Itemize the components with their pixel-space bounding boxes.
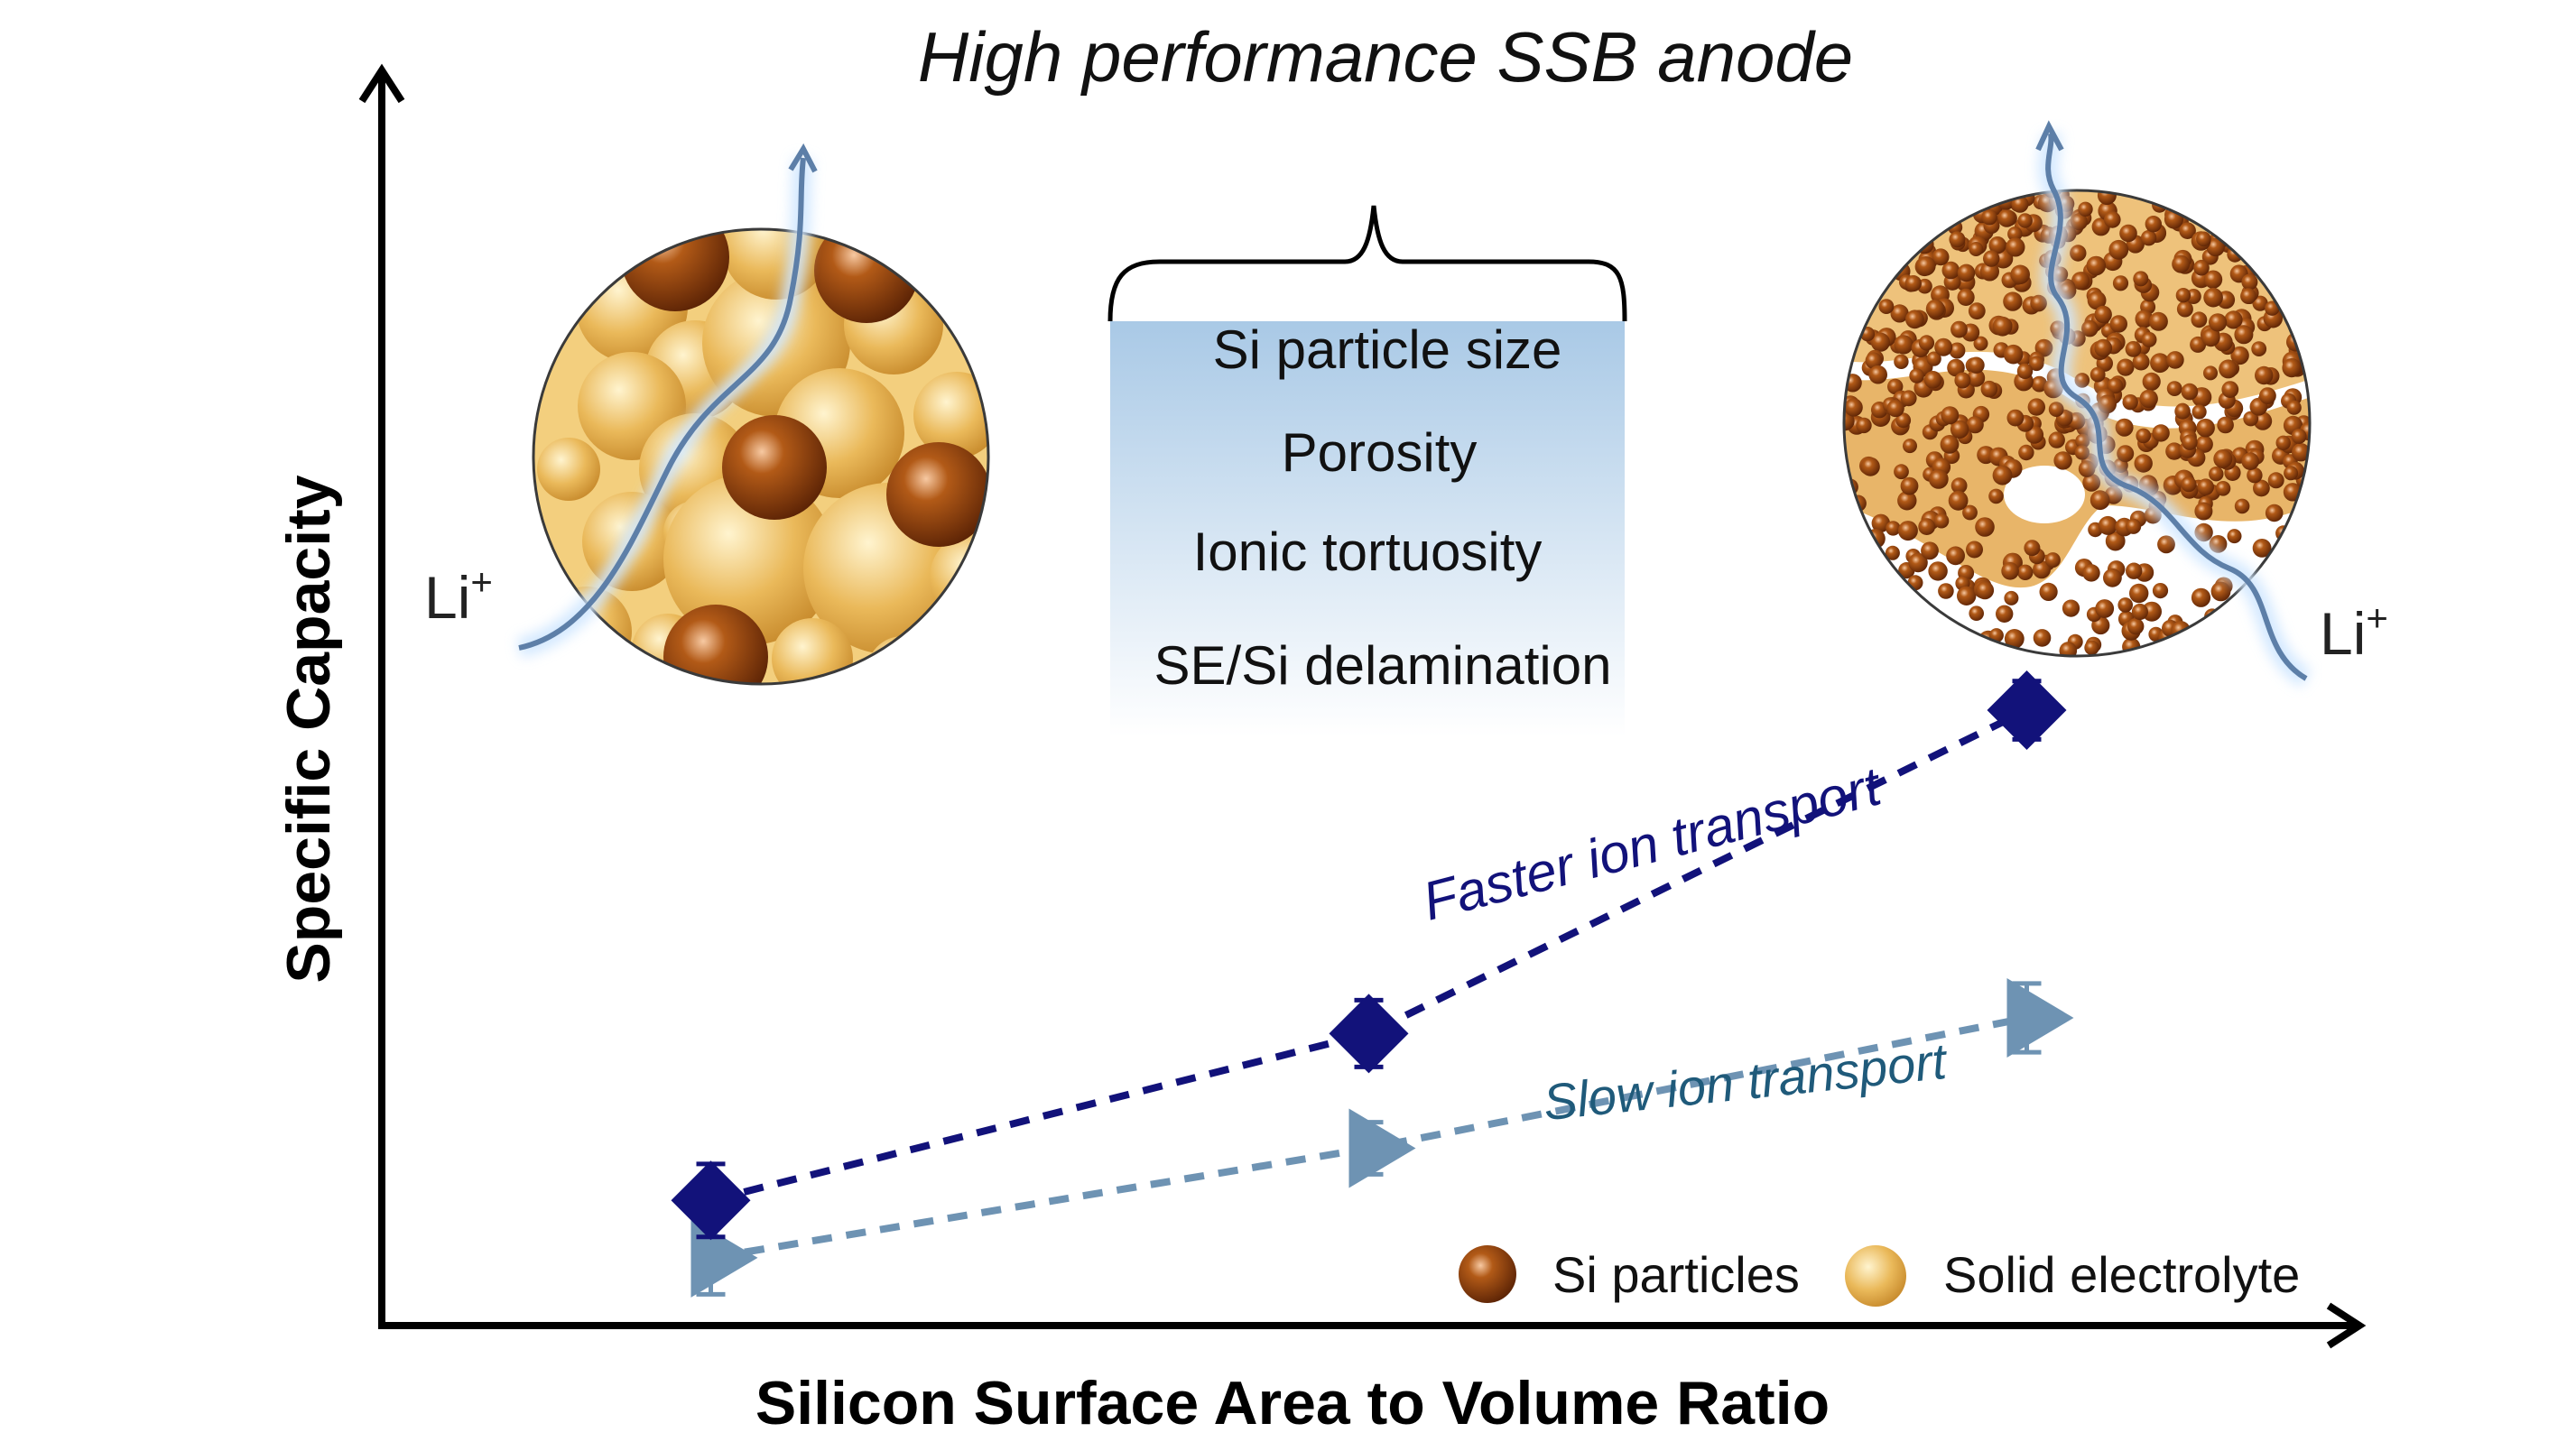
- legend-se-swatch: [1845, 1245, 1906, 1307]
- axes: [358, 63, 2367, 1349]
- y-axis-label: Specific Capacity: [274, 475, 343, 983]
- data-point-diamond: [671, 1160, 751, 1241]
- series-fast: [671, 670, 2067, 1241]
- trend-label-fast: Faster ion transport: [1417, 755, 1889, 932]
- factor-item: Ionic tortuosity: [1193, 522, 1543, 582]
- factor-item: Si particle size: [1213, 319, 1562, 380]
- li-ion-label-left: Li+: [424, 560, 493, 631]
- trend-line: [709, 707, 2029, 1205]
- legend-si-swatch: [1459, 1245, 1516, 1303]
- data-point-diamond: [1329, 994, 1409, 1074]
- data-point-triangle: [1348, 1108, 1416, 1188]
- li-ion-label-right: Li+: [2320, 596, 2388, 667]
- x-axis-label: Silicon Surface Area to Volume Ratio: [755, 1369, 1830, 1437]
- series-slow: [690, 978, 2074, 1298]
- data-series: [671, 670, 2074, 1298]
- data-point-triangle: [2006, 978, 2074, 1058]
- data-point-diamond: [1987, 670, 2067, 751]
- large-particle-microstructure: [516, 143, 990, 686]
- trend-label-slow: Slow ion transport: [1541, 1032, 1951, 1132]
- diagram-title: High performance SSB anode: [918, 17, 1853, 97]
- nano-particle-microstructure: [1842, 120, 2312, 688]
- factor-box: Si particle size Porosity Ionic tortuosity…: [1107, 205, 1627, 736]
- curly-brace: [1107, 205, 1627, 322]
- x-axis-arrowhead: [2326, 1302, 2367, 1349]
- legend-se-label: Solid electrolyte: [1943, 1246, 2300, 1303]
- li-ion-path-left: [518, 157, 806, 651]
- li-ion-arrowhead-right: [2035, 120, 2064, 152]
- li-ion-arrowhead-left: [788, 143, 818, 173]
- legend: Si particles Solid electrolyte: [1459, 1245, 2300, 1307]
- factor-item: Porosity: [1282, 422, 1478, 483]
- factor-item: SE/Si delamination: [1154, 635, 1612, 696]
- li-ion-path-right: [2045, 133, 2308, 681]
- legend-si-label: Si particles: [1552, 1246, 1800, 1303]
- y-axis-arrowhead: [358, 63, 405, 104]
